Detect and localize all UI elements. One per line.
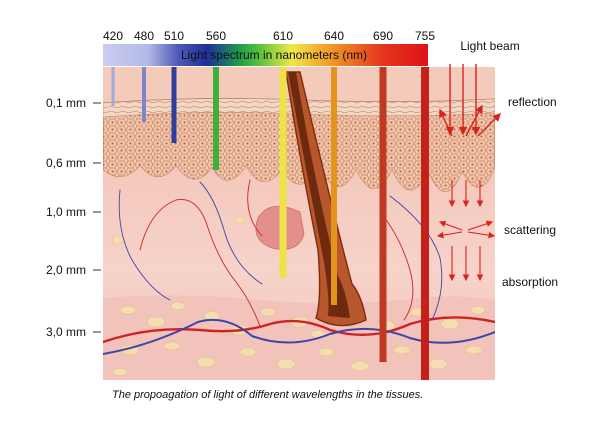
wavelength-label-480: 480 bbox=[134, 29, 154, 43]
light-beam-label: Light beam bbox=[460, 39, 519, 53]
wavelength-penetration-bars bbox=[111, 67, 429, 380]
depth-label: 0,1 mm bbox=[46, 96, 86, 110]
hair-shaft bbox=[288, 72, 350, 318]
wavelength-label-690: 690 bbox=[373, 29, 393, 43]
light-beam-arrows bbox=[439, 64, 501, 137]
penetration-bar-755 bbox=[421, 67, 429, 380]
depth-label: 3,0 mm bbox=[46, 325, 86, 339]
wavelength-labels: 420 480 510 560 610 640 690 755 bbox=[103, 29, 435, 43]
depth-label: 0,6 mm bbox=[46, 156, 86, 170]
spectrum-title: Light spectrum in nanometers (nm) bbox=[181, 48, 367, 62]
wavelength-label-755: 755 bbox=[415, 29, 435, 43]
figure-caption: The propoagation of light of different w… bbox=[112, 389, 424, 401]
reflection-label: reflection bbox=[508, 95, 557, 109]
depth-label: 2,0 mm bbox=[46, 263, 86, 277]
spectrum-bar bbox=[103, 44, 428, 66]
wavelength-label-640: 640 bbox=[324, 29, 344, 43]
penetration-bar-480 bbox=[142, 67, 146, 122]
absorption-label: absorption bbox=[502, 275, 558, 289]
penetration-bar-420 bbox=[111, 67, 115, 106]
wavelength-label-510: 510 bbox=[164, 29, 184, 43]
wavelength-label-610: 610 bbox=[273, 29, 293, 43]
penetration-bar-560 bbox=[213, 67, 219, 170]
scattering-label: scattering bbox=[504, 223, 556, 237]
penetration-bar-640 bbox=[331, 67, 337, 305]
depth-scale: 0,1 mm 0,6 mm 1,0 mm 2,0 mm 3,0 mm bbox=[46, 96, 101, 339]
absorption-arrows bbox=[448, 246, 484, 282]
penetration-bar-610 bbox=[279, 67, 287, 278]
penetration-bar-510 bbox=[171, 67, 177, 143]
scattering-arrows bbox=[436, 180, 496, 239]
depth-label: 1,0 mm bbox=[46, 205, 86, 219]
skin-cross-section bbox=[103, 67, 495, 380]
wavelength-label-420: 420 bbox=[103, 29, 123, 43]
wavelength-label-560: 560 bbox=[206, 29, 226, 43]
penetration-bar-690 bbox=[379, 67, 387, 362]
